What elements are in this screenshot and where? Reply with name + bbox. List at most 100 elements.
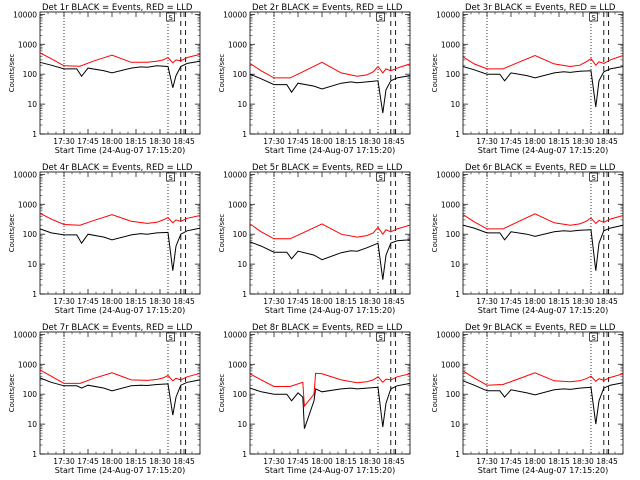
x-tick-label: 17:30	[53, 457, 75, 466]
y-tick-label: 100	[233, 230, 248, 239]
panel-det-3: Det 3r BLACK = Events, RED = LLD 1 10 100 10…	[431, 3, 624, 155]
y-tick-label: 1	[242, 450, 247, 459]
x-tick-label: 17:30	[476, 457, 498, 466]
y-tick-label: 1	[455, 130, 460, 139]
panel-det-9: Det 9r BLACK = Events, RED = LLD 1 10 100 10…	[431, 323, 624, 475]
x-tick-label: 18:15	[548, 137, 570, 146]
x-tick-label: 18:30	[359, 137, 381, 146]
x-tick-label: 18:45	[596, 457, 618, 466]
series-line-lld	[249, 372, 411, 408]
x-tick-label: 18:15	[125, 137, 147, 146]
series-line-events	[249, 239, 411, 280]
x-tick-label: 18:30	[359, 457, 381, 466]
panel-det-1: Det 1r BLACK = Events, RED = LLD 1 10 100 10…	[8, 3, 201, 155]
x-axis-label: Start Time (24-Aug-07 17:15:20)	[478, 466, 609, 475]
x-tick-label: 18:15	[548, 297, 570, 306]
series-line-lld	[462, 370, 624, 386]
y-axis-label: Counts/sec	[218, 214, 226, 253]
x-tick-label: 18:00	[101, 297, 123, 306]
panel-title: Det 4r BLACK = Events, RED = LLD	[42, 163, 193, 173]
y-tick-label: 1	[242, 130, 247, 139]
y-tick-label: 1	[32, 290, 37, 299]
y-tick-label: 10000	[13, 10, 37, 19]
x-tick-label: 18:00	[524, 457, 546, 466]
x-tick-label: 18:45	[173, 457, 195, 466]
panel-title: Det 2r BLACK = Events, RED = LLD	[252, 3, 403, 13]
series-line-events	[249, 382, 411, 429]
saa-marker-label: S	[168, 14, 173, 22]
x-tick-label: 18:15	[125, 457, 147, 466]
x-tick-label: 17:30	[476, 137, 498, 146]
x-tick-label: 18:45	[596, 137, 618, 146]
panel-det-6: Det 6r BLACK = Events, RED = LLD 1 10 100 10…	[431, 163, 624, 315]
y-tick-label: 100	[23, 70, 38, 79]
y-tick-label: 10	[237, 420, 247, 429]
y-tick-label: 10000	[13, 170, 37, 179]
x-tick-label: 18:00	[101, 137, 123, 146]
y-tick-label: 10000	[436, 170, 460, 179]
x-tick-label: 17:30	[53, 137, 75, 146]
panel-det-7: Det 7r BLACK = Events, RED = LLD 1 10 100 10…	[8, 323, 201, 475]
y-tick-label: 1000	[441, 200, 460, 209]
series-line-lld	[249, 61, 411, 79]
panel-det-8: Det 8r BLACK = Events, RED = LLD 1 10 100 10…	[218, 323, 411, 475]
y-axis-label: Counts/sec	[8, 374, 16, 413]
series-line-events	[39, 377, 201, 416]
y-tick-label: 10000	[223, 330, 247, 339]
y-tick-label: 10	[237, 260, 247, 269]
x-tick-label: 17:45	[500, 137, 522, 146]
saa-marker-label: S	[591, 14, 596, 22]
x-tick-label: 17:30	[53, 297, 75, 306]
x-tick-label: 18:30	[149, 297, 171, 306]
series-line-lld	[39, 369, 201, 384]
panel-title: Det 5r BLACK = Events, RED = LLD	[252, 163, 403, 173]
y-tick-label: 10	[450, 260, 460, 269]
panel-title: Det 6r BLACK = Events, RED = LLD	[465, 163, 616, 173]
y-axis-label: Counts/sec	[431, 214, 439, 253]
panel-title: Det 9r BLACK = Events, RED = LLD	[465, 323, 616, 333]
saa-marker-label: S	[168, 334, 173, 342]
y-tick-label: 1000	[18, 360, 37, 369]
y-tick-label: 1000	[228, 200, 247, 209]
x-tick-label: 17:45	[500, 297, 522, 306]
y-tick-label: 10000	[436, 10, 460, 19]
y-axis-label: Counts/sec	[8, 214, 16, 253]
y-tick-label: 100	[23, 230, 38, 239]
x-axis-label: Start Time (24-Aug-07 17:15:20)	[55, 466, 186, 475]
saa-marker-box	[166, 12, 175, 22]
x-tick-label: 18:45	[383, 457, 405, 466]
y-axis-label: Counts/sec	[218, 54, 226, 93]
y-tick-label: 10000	[223, 170, 247, 179]
y-tick-label: 100	[446, 70, 461, 79]
y-tick-label: 1	[455, 450, 460, 459]
x-tick-label: 17:30	[263, 297, 285, 306]
y-tick-label: 100	[23, 390, 38, 399]
panel-title: Det 8r BLACK = Events, RED = LLD	[252, 323, 403, 333]
x-tick-label: 18:00	[524, 137, 546, 146]
x-tick-label: 18:00	[311, 137, 333, 146]
y-tick-label: 100	[446, 230, 461, 239]
saa-marker-label: S	[378, 334, 383, 342]
panel-det-2: Det 2r BLACK = Events, RED = LLD 1 10 100 10…	[218, 3, 411, 155]
y-tick-label: 1	[455, 290, 460, 299]
x-tick-label: 17:45	[287, 297, 309, 306]
saa-marker-label: S	[378, 174, 383, 182]
x-tick-label: 18:00	[311, 297, 333, 306]
x-tick-label: 17:45	[77, 457, 99, 466]
x-tick-label: 18:30	[572, 297, 594, 306]
x-tick-label: 18:00	[524, 297, 546, 306]
panel-title: Det 1r BLACK = Events, RED = LLD	[42, 3, 193, 13]
x-axis-label: Start Time (24-Aug-07 17:15:20)	[478, 306, 609, 315]
x-axis-label: Start Time (24-Aug-07 17:15:20)	[478, 146, 609, 155]
y-tick-label: 1	[32, 450, 37, 459]
series-line-events	[249, 73, 411, 114]
y-tick-label: 100	[233, 70, 248, 79]
y-tick-label: 100	[233, 390, 248, 399]
x-tick-label: 18:00	[101, 457, 123, 466]
series-line-lld	[39, 52, 201, 67]
saa-marker-box	[376, 172, 385, 182]
saa-marker-box	[166, 172, 175, 182]
saa-marker-label: S	[168, 174, 173, 182]
y-tick-label: 10000	[223, 10, 247, 19]
